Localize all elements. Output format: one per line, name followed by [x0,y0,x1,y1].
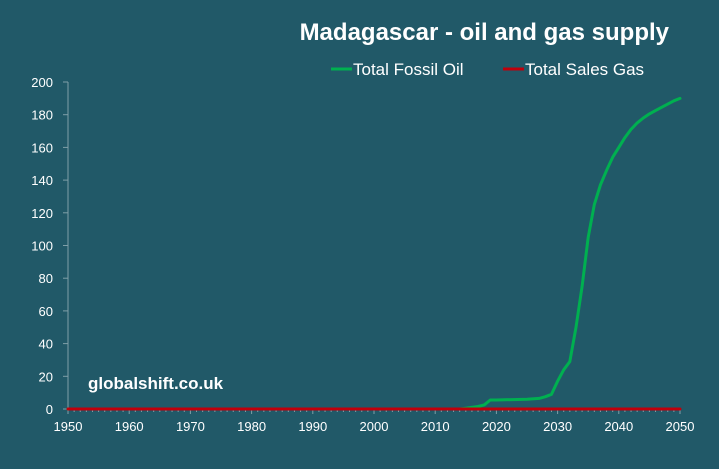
y-tick-label: 120 [31,206,53,221]
legend: Total Fossil Oil Total Sales Gas [331,60,644,79]
y-tick-label: 200 [31,75,53,90]
y-tick-label: 180 [31,108,53,123]
x-tick-label: 2020 [482,419,511,434]
watermark: globalshift.co.uk [88,374,224,393]
y-tick-label: 20 [39,369,53,384]
series-line-total-fossil-oil [66,96,682,411]
x-tick-label: 2010 [421,419,450,434]
y-tick-label: 140 [31,173,53,188]
x-tick-labels: 1950 1960 1970 1980 1990 2000 2010 2020 2030 2040… [54,419,695,434]
x-tick-label: 1990 [298,419,327,434]
chart-title: Madagascar - oil and gas supply [300,19,670,46]
y-tick-label: 160 [31,140,53,155]
x-tick-label: 1980 [237,419,266,434]
y-tick-label: 60 [39,304,53,319]
x-tick-label: 2000 [360,419,389,434]
x-tick-label: 2050 [666,419,695,434]
y-tick-labels: 0 20 40 60 80 100 120 140 160 180 200 [31,75,53,417]
y-tick-label: 80 [39,271,53,286]
x-tick-label: 1950 [54,419,83,434]
legend-label-total-fossil-oil: Total Fossil Oil [353,60,464,79]
y-tick-label: 100 [31,239,53,254]
x-tick-label: 1960 [115,419,144,434]
y-tick-label: 0 [46,402,53,417]
x-tick-label: 1970 [176,419,205,434]
x-tick-label: 2030 [543,419,572,434]
y-tick-label: 40 [39,337,53,352]
series-layer [66,96,682,411]
legend-label-total-sales-gas: Total Sales Gas [525,60,644,79]
x-tick-label: 2040 [604,419,633,434]
